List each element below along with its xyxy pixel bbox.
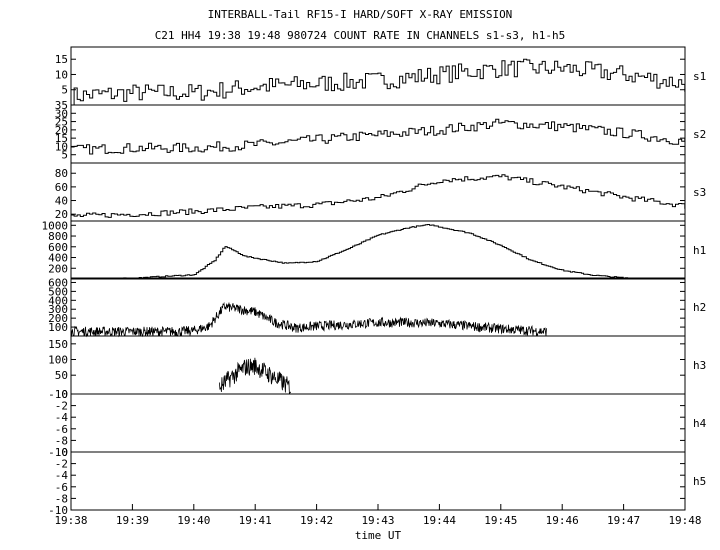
y-tick-label: -6 bbox=[55, 423, 68, 436]
chart-title: INTERBALL-Tail RF15-I HARD/SOFT X-RAY EM… bbox=[207, 8, 513, 21]
series-line-h1 bbox=[71, 224, 685, 280]
panel-frame bbox=[70, 162, 686, 222]
y-tick-label: 600 bbox=[48, 276, 68, 289]
chart-subtitle: C21 HH4 19:38 19:48 980724 COUNT RATE IN… bbox=[154, 29, 566, 42]
y-tick-label: 10 bbox=[55, 68, 68, 81]
y-tick-label: 600 bbox=[48, 241, 68, 254]
y-tick-label: 80 bbox=[55, 167, 68, 180]
y-tick-label: 20 bbox=[55, 208, 68, 221]
channel-label-h2: h2 bbox=[693, 301, 706, 314]
y-tick-label: -10 bbox=[48, 446, 68, 459]
x-tick-label: 19:44 bbox=[423, 514, 456, 527]
y-tick-label: 400 bbox=[48, 294, 68, 307]
y-tick-label: -4 bbox=[55, 411, 69, 424]
y-tick-label: 15 bbox=[55, 132, 68, 145]
panel-frame bbox=[70, 451, 686, 511]
panel-h3: -10 50 100 150 h3 bbox=[48, 335, 706, 401]
x-tick-label: 19:41 bbox=[239, 514, 272, 527]
y-tick-label: 150 bbox=[48, 338, 68, 351]
channel-label-h5: h5 bbox=[693, 475, 706, 488]
y-tick-label: 300 bbox=[48, 303, 68, 316]
y-tick-label: 60 bbox=[55, 181, 68, 194]
y-tick-label: -10 bbox=[48, 504, 68, 517]
panel-frame bbox=[70, 393, 686, 453]
x-tick-label: 19:46 bbox=[546, 514, 579, 527]
y-tick-label: 1000 bbox=[42, 219, 69, 232]
y-tick-label: 5 bbox=[61, 84, 68, 97]
y-tick-label: 100 bbox=[48, 321, 68, 334]
y-tick-label: 500 bbox=[48, 285, 68, 298]
series-line-h3 bbox=[219, 357, 291, 395]
y-tick-label: 25 bbox=[55, 116, 68, 129]
channel-label-h1: h1 bbox=[693, 244, 706, 257]
y-tick-label: 15 bbox=[55, 53, 68, 66]
y-tick-label: 200 bbox=[48, 312, 68, 325]
y-tick-label: 200 bbox=[48, 262, 68, 275]
panel-s1: 5 10 15 s1 bbox=[55, 46, 706, 106]
panel-frame bbox=[70, 220, 686, 280]
y-tick-label: -6 bbox=[55, 481, 68, 494]
y-tick-label: 100 bbox=[48, 354, 68, 367]
panel-frame bbox=[70, 335, 686, 395]
series-line-s1 bbox=[71, 58, 686, 106]
y-tick-label: 400 bbox=[48, 252, 68, 265]
y-tick-label: -2 bbox=[55, 400, 68, 413]
channel-label-s3: s3 bbox=[693, 186, 706, 199]
y-tick-label: 35 bbox=[55, 99, 68, 112]
y-tick-label: -8 bbox=[55, 492, 68, 505]
y-tick-label: -8 bbox=[55, 434, 68, 447]
channel-label-s2: s2 bbox=[693, 128, 706, 141]
series-line-h2 bbox=[70, 301, 547, 338]
y-tick-label: -10 bbox=[48, 388, 68, 401]
y-tick-label: 0 bbox=[61, 446, 68, 459]
series-line-s3 bbox=[71, 174, 686, 218]
x-tick-label: 19:43 bbox=[361, 514, 394, 527]
series-line-s2 bbox=[71, 118, 686, 155]
x-tick-label: 19:38 bbox=[54, 514, 87, 527]
x-axis-label: time UT bbox=[355, 529, 402, 542]
x-tick-label: 19:47 bbox=[607, 514, 640, 527]
channel-label-s1: s1 bbox=[693, 70, 706, 83]
panel-frame bbox=[70, 46, 686, 106]
y-tick-label: 30 bbox=[55, 107, 68, 120]
x-tick-label: 19:45 bbox=[484, 514, 517, 527]
y-tick-label: 10 bbox=[55, 140, 68, 153]
channel-label-h4: h4 bbox=[693, 417, 707, 430]
y-tick-label: 800 bbox=[48, 230, 68, 243]
x-tick-label: 19:40 bbox=[177, 514, 210, 527]
y-tick-label: -2 bbox=[55, 458, 68, 471]
x-tick-label: 19:42 bbox=[300, 514, 333, 527]
y-tick-label: 50 bbox=[55, 369, 68, 382]
y-tick-label: 0 bbox=[61, 388, 68, 401]
x-tick-label: 19:39 bbox=[116, 514, 149, 527]
y-tick-label: -4 bbox=[55, 469, 69, 482]
y-tick-label: 40 bbox=[55, 195, 68, 208]
y-tick-label: 5 bbox=[61, 149, 68, 162]
channel-label-h3: h3 bbox=[693, 359, 706, 372]
y-tick-label: 20 bbox=[55, 124, 68, 137]
x-tick-label: 19:48 bbox=[668, 514, 701, 527]
